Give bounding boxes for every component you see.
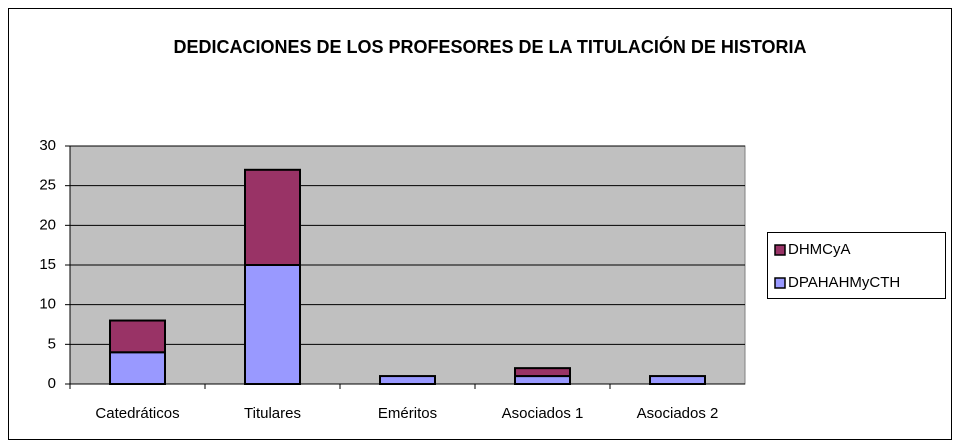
y-tick-label: 20 (39, 216, 56, 233)
bar-segment (244, 264, 301, 385)
bar-segment (514, 367, 571, 378)
x-tick-label: Eméritos (378, 405, 437, 422)
legend-swatch (774, 277, 786, 289)
legend-box (767, 232, 946, 299)
legend-label: DHMCyA (788, 241, 851, 258)
y-tick-label: 5 (48, 335, 56, 352)
x-tick-label: Asociados 1 (502, 405, 584, 422)
x-tick-label: Titulares (244, 405, 301, 422)
chart-title: DEDICACIONES DE LOS PROFESORES DE LA TIT… (173, 37, 807, 57)
bar-segment (109, 319, 166, 354)
x-tick-label: Asociados 2 (637, 405, 719, 422)
bar-segment (649, 375, 706, 386)
bar-segment (514, 375, 571, 386)
x-tick-label: Catedráticos (95, 405, 179, 422)
y-tick-label: 0 (48, 375, 56, 392)
legend-label: DPAHAHMyCTH (788, 274, 900, 291)
y-tick-label: 15 (39, 256, 56, 273)
legend-swatch (774, 244, 786, 256)
y-tick-label: 25 (39, 177, 56, 194)
bar-segment (379, 375, 436, 386)
y-tick-label: 10 (39, 296, 56, 313)
bar-segment (109, 351, 166, 385)
y-tick-label: 30 (39, 137, 56, 154)
bar-segment (244, 168, 301, 266)
